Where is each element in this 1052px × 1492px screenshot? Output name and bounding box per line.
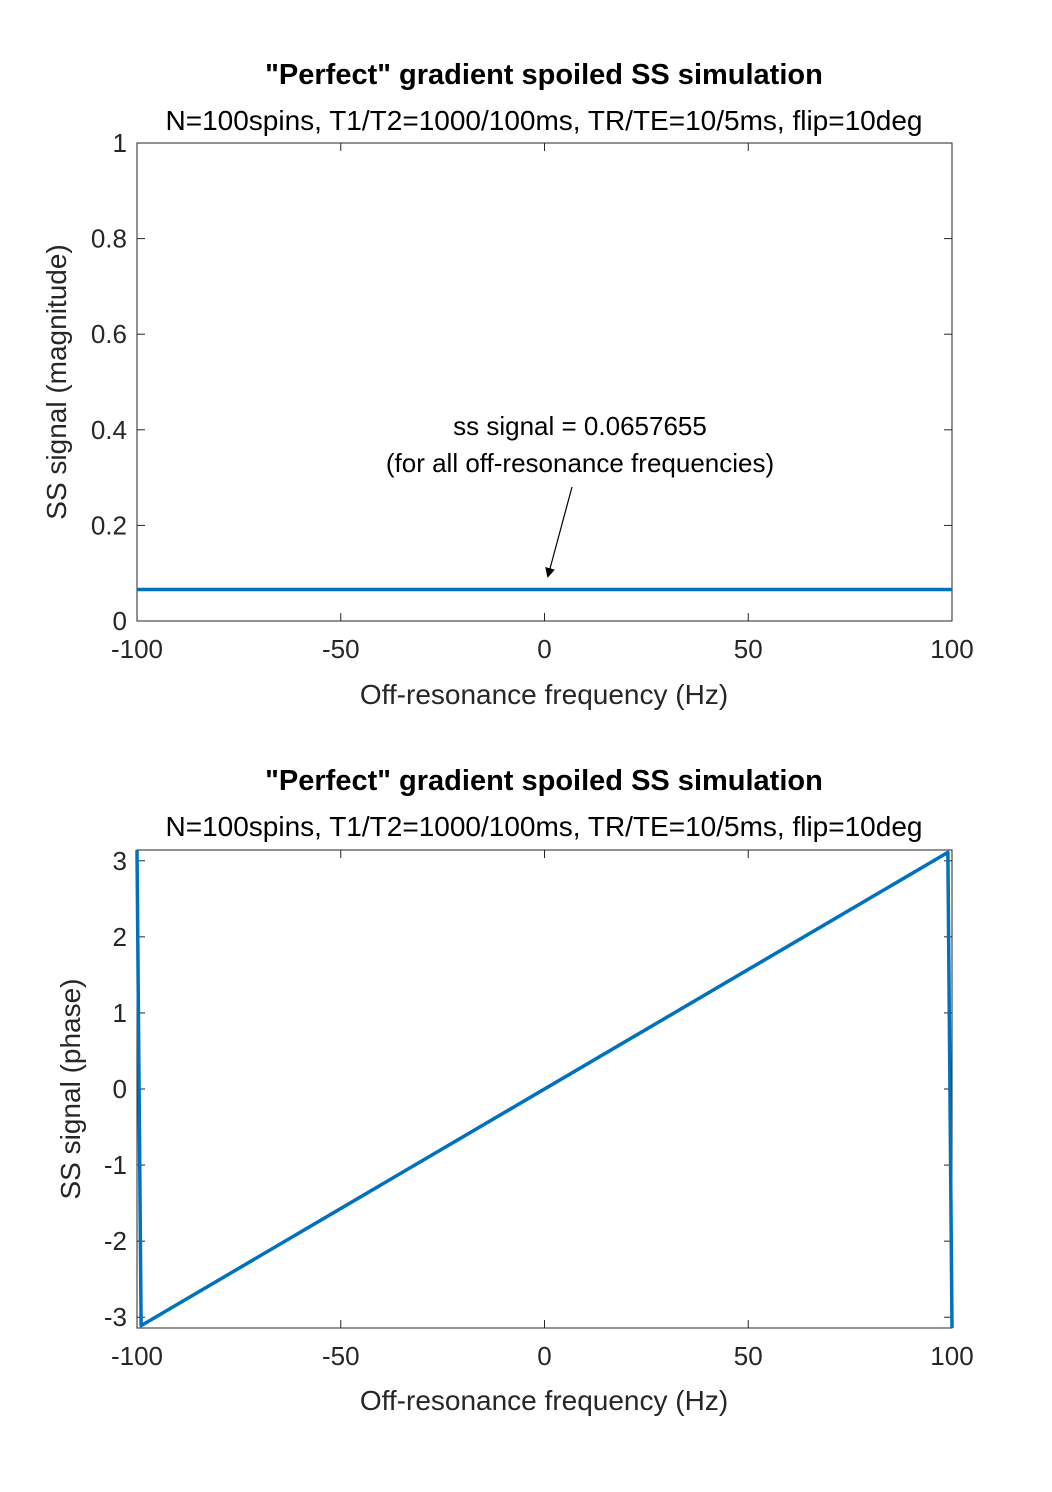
magnitude-y-tick-label: 0.4 [91, 415, 127, 445]
phase-x-tick-label: 100 [930, 1341, 973, 1371]
phase-panel-title: "Perfect" gradient spoiled SS simulation [265, 765, 823, 797]
annotation-line-2: (for all off-resonance frequencies) [386, 448, 774, 478]
magnitude-y-tick-label: 1 [113, 128, 127, 158]
phase-panel-subtitle: N=100spins, T1/T2=1000/100ms, TR/TE=10/5… [166, 811, 923, 842]
magnitude-y-tick-label: 0.2 [91, 510, 127, 540]
magnitude-annotation: ss signal = 0.0657655 (for all off-reson… [386, 411, 774, 578]
magnitude-x-ticks: -100 -50 0 50 100 [111, 143, 974, 664]
phase-panel: "Perfect" gradient spoiled SS simulation… [55, 765, 974, 1416]
phase-y-tick-label: 1 [113, 998, 127, 1028]
magnitude-x-tick-label: -50 [322, 634, 360, 664]
phase-y-tick-label: 0 [113, 1074, 127, 1104]
phase-series [135, 850, 954, 1328]
phase-x-axis-label: Off-resonance frequency (Hz) [360, 1385, 728, 1416]
phase-x-ticks: -100 -50 0 50 100 [111, 850, 974, 1371]
phase-y-tick-label: -3 [104, 1302, 127, 1332]
phase-x-tick-label: -100 [111, 1341, 163, 1371]
phase-y-tick-label: -1 [104, 1150, 127, 1180]
annotation-line-1: ss signal = 0.0657655 [453, 411, 707, 441]
magnitude-x-tick-label: 0 [537, 634, 551, 664]
magnitude-panel-subtitle: N=100spins, T1/T2=1000/100ms, TR/TE=10/5… [166, 105, 923, 136]
phase-series-line [135, 850, 954, 1328]
magnitude-x-axis-label: Off-resonance frequency (Hz) [360, 679, 728, 710]
phase-x-tick-label: 50 [734, 1341, 763, 1371]
phase-x-tick-label: 0 [537, 1341, 551, 1371]
magnitude-y-axis-label: SS signal (magnitude) [41, 244, 72, 519]
phase-y-tick-label: -2 [104, 1226, 127, 1256]
magnitude-panel: "Perfect" gradient spoiled SS simulation… [41, 59, 974, 710]
magnitude-y-tick-label: 0.8 [91, 224, 127, 254]
magnitude-x-tick-label: 50 [734, 634, 763, 664]
magnitude-plot-area [136, 142, 953, 622]
phase-x-tick-label: -50 [322, 1341, 360, 1371]
phase-y-axis-label: SS signal (phase) [55, 978, 86, 1199]
magnitude-panel-title: "Perfect" gradient spoiled SS simulation [265, 59, 823, 91]
magnitude-x-tick-label: 100 [930, 634, 973, 664]
annotation-arrow [545, 486, 573, 578]
phase-y-tick-label: 3 [113, 846, 127, 876]
magnitude-y-ticks: 0 0.2 0.4 0.6 0.8 1 [91, 128, 952, 636]
magnitude-y-tick-label: 0.6 [91, 319, 127, 349]
magnitude-y-tick-label: 0 [113, 606, 127, 636]
magnitude-x-tick-label: -100 [111, 634, 163, 664]
phase-y-tick-label: 2 [113, 922, 127, 952]
phase-y-ticks: -3 -2 -1 0 1 2 3 [104, 846, 952, 1332]
